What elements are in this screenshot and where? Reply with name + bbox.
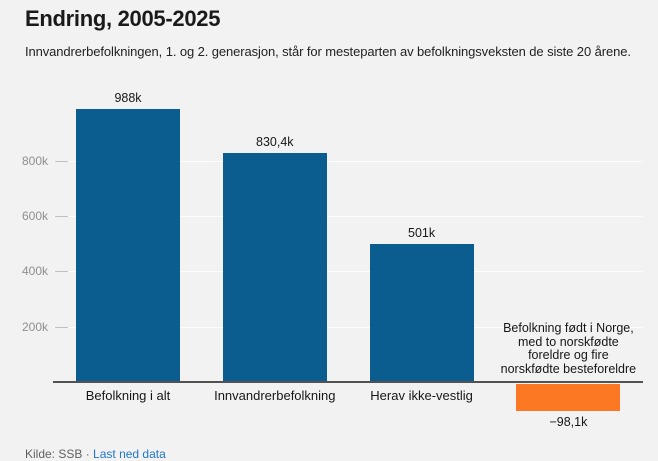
bar-value-label: 501k	[408, 225, 436, 240]
y-axis-label: 400k	[21, 264, 48, 279]
bar[interactable]	[369, 243, 474, 382]
y-axis-label: 200k	[21, 319, 48, 334]
gridline	[53, 271, 643, 273]
category-label-line: norskfødte besteforeldre	[500, 361, 637, 376]
chart-subtitle: Innvandrerbefolkningen, 1. og 2. generas…	[25, 44, 631, 59]
y-axis-tick	[55, 326, 68, 328]
bar[interactable]	[222, 152, 327, 382]
x-axis-category-label: Befolkning født i Norge, med to norskfødt…	[484, 321, 652, 376]
chart-title: Endring, 2005-2025	[25, 6, 221, 31]
gridline	[53, 160, 643, 162]
bar[interactable]	[516, 384, 621, 412]
gridline	[53, 326, 643, 328]
source-label: Kilde: SSB	[25, 447, 83, 461]
y-axis-tick	[55, 216, 68, 218]
category-label-line: med to norskfødte	[518, 334, 619, 349]
bar-value-label: 988k	[114, 90, 142, 105]
gridline	[53, 216, 643, 218]
x-axis-line	[53, 381, 643, 383]
category-label-line: foreldre og fire	[528, 348, 609, 362]
bar[interactable]	[76, 108, 180, 382]
y-axis-tick	[55, 271, 68, 273]
category-label-line: Befolkning født i Norge,	[503, 321, 634, 335]
download-data-link[interactable]: Last ned data	[93, 447, 166, 461]
x-axis-category-label: Befolkning i alt	[85, 388, 171, 403]
bar-value-label: 830,4k	[256, 134, 294, 149]
bar-value-label: −98,1k	[549, 415, 588, 430]
x-axis-category-label: Herav ikke-vestlig	[370, 388, 473, 403]
source-line: Kilde: SSB · Last ned data	[25, 447, 166, 461]
x-axis-category-label: Innvandrerbefolkning	[214, 388, 336, 403]
y-axis-label: 600k	[21, 209, 48, 224]
y-axis-tick	[55, 160, 68, 162]
source-separator: ·	[82, 447, 94, 461]
y-axis-label: 800k	[21, 153, 48, 168]
